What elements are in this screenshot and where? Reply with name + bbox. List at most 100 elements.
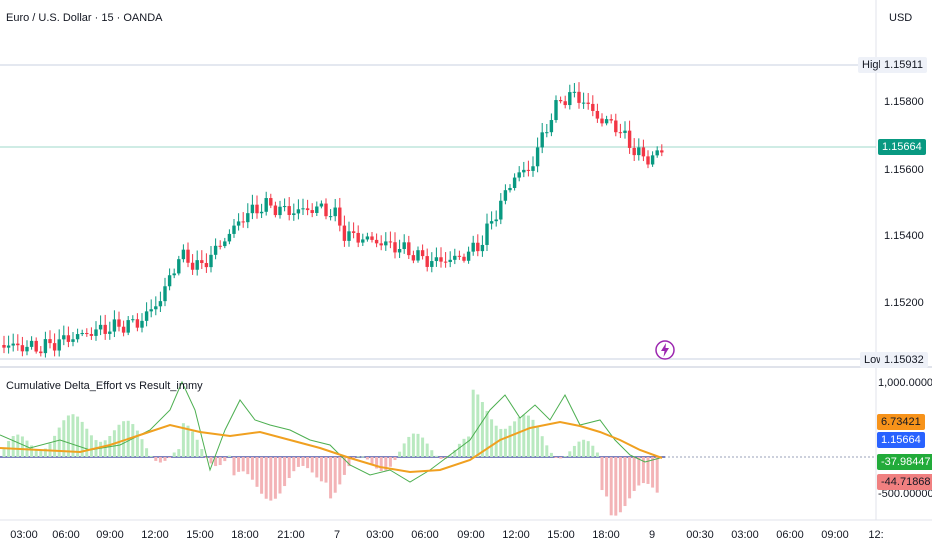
histogram-bar	[122, 421, 126, 457]
time-tick: 18:00	[592, 529, 620, 541]
histogram-bar	[16, 434, 20, 457]
histogram-bar	[71, 414, 75, 457]
histogram-bar	[310, 457, 314, 473]
candle-body	[195, 260, 199, 270]
candle-body	[149, 309, 153, 312]
candle-body	[20, 345, 25, 352]
histogram-bar	[76, 416, 80, 457]
time-tick: 09:00	[457, 529, 485, 541]
histogram-bar	[526, 415, 530, 457]
histogram-bar	[425, 443, 429, 457]
histogram-bar	[200, 449, 204, 457]
histogram-bar	[57, 427, 61, 457]
histogram-bar	[53, 435, 57, 457]
candle-body	[34, 340, 38, 352]
histogram-bar	[283, 457, 287, 487]
candle-body	[439, 257, 443, 262]
histogram-bar	[273, 457, 277, 499]
candle-body	[232, 225, 236, 234]
histogram-bar	[586, 441, 590, 457]
candle-body	[632, 147, 636, 156]
histogram-bar	[577, 441, 581, 457]
candle-body	[618, 132, 623, 134]
histogram-bar	[462, 438, 466, 457]
histogram-bar	[407, 436, 411, 457]
candle-body	[48, 339, 52, 344]
indicator-title[interactable]: Cumulative Delta_Effort vs Result_immy	[6, 380, 203, 392]
candle-body	[535, 147, 540, 167]
histogram-bar	[434, 455, 438, 457]
candle-body	[62, 335, 66, 340]
candle-body	[292, 213, 296, 215]
candle-body	[75, 334, 80, 340]
histogram-bar	[39, 450, 43, 457]
candle-body	[443, 261, 448, 263]
histogram-bar	[329, 457, 333, 499]
pane-separator[interactable]	[0, 366, 932, 368]
histogram-bar	[536, 427, 540, 457]
histogram-bar	[439, 457, 443, 459]
histogram-bar	[218, 457, 222, 466]
histogram-bar	[66, 415, 70, 457]
candle-body	[499, 200, 503, 220]
histogram-bar	[522, 414, 526, 457]
histogram-bar	[140, 439, 144, 457]
histogram-bar	[319, 457, 323, 482]
candle-body	[641, 147, 646, 157]
candle-body	[333, 207, 337, 217]
candle-body	[577, 91, 581, 103]
candle-body	[522, 169, 526, 173]
time-tick: 00:30	[686, 529, 714, 541]
candle-body	[39, 351, 43, 354]
histogram-bar	[20, 436, 24, 457]
histogram-bar	[186, 425, 190, 457]
candle-body	[623, 130, 627, 133]
time-tick: 03:00	[10, 529, 38, 541]
candle-body	[586, 102, 590, 104]
histogram-bar	[655, 457, 659, 493]
currency-label[interactable]: USD	[889, 12, 913, 24]
low-value-tag: 1.15032	[880, 352, 928, 368]
histogram-bar	[485, 410, 489, 457]
histogram-bar	[260, 457, 264, 494]
candle-body	[494, 219, 498, 222]
candle-body	[614, 120, 618, 133]
candle-body	[448, 259, 452, 262]
time-tick: 09:00	[96, 529, 124, 541]
candle-body	[167, 275, 172, 287]
candle-body	[388, 241, 393, 243]
histogram-bar	[338, 457, 342, 485]
symbol-title[interactable]: Euro / U.S. Dollar · 15 · OANDA	[6, 12, 163, 24]
candle-body	[508, 187, 512, 191]
histogram-bar	[315, 457, 319, 478]
histogram-bar	[384, 457, 388, 471]
histogram-bar	[347, 457, 351, 467]
histogram-bar	[135, 430, 139, 457]
delta-line	[0, 380, 661, 483]
candle-body	[604, 119, 609, 124]
time-tick: 03:00	[366, 529, 394, 541]
candle-body	[393, 242, 397, 253]
candle-body	[554, 100, 558, 121]
candle-body	[595, 110, 600, 119]
candle-body	[351, 231, 356, 233]
histogram-bar	[480, 402, 484, 457]
candle-body	[531, 166, 535, 171]
histogram-bar	[30, 445, 34, 457]
candle-body	[227, 233, 232, 242]
histogram-bar	[237, 457, 241, 472]
histogram-bar	[379, 457, 383, 472]
candle-body	[126, 320, 130, 333]
histogram-bar	[490, 419, 494, 457]
candle-body	[457, 255, 462, 257]
time-tick: 06:00	[411, 529, 439, 541]
histogram-bar	[609, 457, 613, 516]
histogram-bar	[241, 457, 245, 472]
lightning-icon[interactable]	[655, 340, 675, 360]
candle-body	[650, 155, 655, 165]
candle-body	[338, 207, 342, 226]
candle-body	[181, 249, 186, 260]
time-tick: 15:00	[186, 529, 214, 541]
candle-body	[190, 262, 195, 270]
